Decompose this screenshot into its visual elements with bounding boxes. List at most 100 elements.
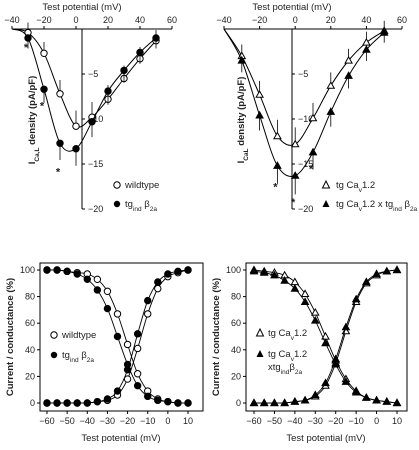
legend-top-left: wildtype tgind β2a: [113, 180, 159, 213]
y-tick-label: 20: [25, 371, 35, 381]
data-point-inactivation-1-1: [53, 266, 61, 274]
data-point-activation-1-9: [341, 322, 351, 331]
legend-marker-tg-cav12-x-tg-d: [256, 350, 264, 357]
data-point-0-3: [56, 90, 64, 98]
legend-label-tg-ind-b2a: tgind β2a: [125, 199, 157, 213]
data-point-inactivation-0-6: [103, 287, 112, 295]
data-point-inactivation-1-13: [174, 399, 182, 407]
x-tick-label: −30: [308, 416, 323, 426]
legend-marker-tg-cav12-d: [255, 327, 265, 337]
data-point-1-1: [24, 34, 32, 42]
y-tick-label: 60: [231, 318, 241, 328]
y-tick-labels-top-left: −5 −10 −15 −20: [82, 69, 103, 214]
xlabel-top-left: Test potential (mV): [42, 2, 121, 13]
x-tick-label: 0: [293, 15, 298, 25]
x-tick-label: −20: [36, 15, 51, 25]
data-point-inactivation-1-4: [83, 275, 91, 284]
data-point-inactivation-1-7: [321, 338, 330, 347]
data-point-activation-1-2: [63, 399, 71, 407]
x-tick-label: 20: [103, 15, 113, 25]
significance-asterisk: *: [309, 164, 314, 176]
legend-marker-tg-cav12-x-tg-ind-b2a: [322, 200, 330, 207]
data-point-1-4: [72, 145, 80, 153]
data-point-inactivation-0-5: [93, 275, 102, 284]
series-top-right: * * *: [223, 20, 389, 209]
legend-marker-tg-ind-b2a-c: [50, 351, 58, 359]
ylabel-top-right: ICaL density (pA/pF): [236, 77, 250, 164]
y-tick-label: 60: [25, 318, 35, 328]
data-point-activation-1-14: [184, 266, 192, 274]
data-point-inactivation-0-4: [290, 277, 300, 286]
data-point-inactivation-1-5: [93, 286, 102, 294]
x-tick-label: −20: [252, 15, 267, 25]
legend-label-tg-cav12-x-tg-d-line2: xtgindβ2a: [268, 362, 302, 376]
data-point-0-4: [72, 122, 80, 130]
panel-top-right-iv: Test potential (mV) −40 −20 0 20 40 60 −5 −10 −…: [216, 2, 417, 214]
series-bottom-right: [249, 265, 402, 407]
data-point-1-6: [326, 107, 336, 115]
data-point-inactivation-0-9: [133, 370, 142, 378]
data-point-activation-1-4: [290, 397, 300, 405]
ylabel-bottom-left: Current / conductance (%): [5, 278, 16, 396]
xlabel-bottom-right: Test potential (mV): [286, 433, 365, 444]
series-line-0: [11, 28, 157, 128]
data-point-inactivation-1-9: [341, 377, 351, 385]
legend-label-tg-cav12-d: tg Cav1.2: [268, 328, 307, 342]
data-point-activation-0-10: [144, 310, 152, 318]
legend-label-wildtype-c: wildtype: [61, 330, 96, 341]
data-point-inactivation-1-7: [113, 332, 122, 341]
series-line-0: [223, 28, 385, 146]
significance-asterisk: *: [56, 166, 61, 178]
frame-bottom-left: [39, 262, 204, 412]
data-point-1-2: [255, 110, 264, 119]
legend-bottom-right: tg Cav1.2 tg Cav1.2 xtgindβ2a: [255, 327, 307, 376]
x-tick-label: −40: [216, 15, 231, 25]
legend-label-tg-ind-b2a-c: tgind β2a: [62, 350, 94, 364]
data-point-1-5: [88, 118, 96, 126]
data-point-inactivation-1-0: [43, 266, 51, 274]
data-point-1-1: [237, 55, 247, 64]
ylabel-top-left: ICa,L density (pA/pF): [27, 76, 41, 165]
x-tick-label: −40: [287, 416, 302, 426]
y-tick-label: 80: [25, 292, 35, 302]
legend-bottom-left: wildtype tgind β2a: [50, 330, 96, 364]
data-point-inactivation-0-6: [310, 307, 320, 316]
significance-asterisk: *: [24, 42, 29, 54]
data-point-activation-1-7: [321, 378, 330, 387]
data-point-activation-1-6: [310, 390, 320, 399]
data-point-1-3: [273, 161, 282, 169]
xlabel-bottom-left: Test potential (mV): [81, 433, 160, 444]
data-point-0-8: [362, 37, 371, 46]
data-point-activation-1-0: [249, 398, 259, 407]
data-point-inactivation-0-5: [300, 289, 310, 298]
legend-top-right: tg Cav1.2 tg Cav1.2 x tgind β2a: [321, 179, 418, 213]
y-tick-label: −10: [88, 114, 103, 124]
x-tick-label: −40: [4, 15, 19, 25]
x-tick-label: −50: [267, 416, 282, 426]
ylabel-bottom-right: Current / conductance (%): [211, 278, 222, 396]
data-point-1-2: [40, 85, 48, 94]
x-tick-label: 0: [165, 416, 170, 426]
data-point-activation-1-13: [382, 266, 392, 275]
x-tick-label: −20: [328, 416, 343, 426]
frame-bottom-right: [245, 262, 408, 412]
data-point-1-6: [104, 87, 112, 95]
data-point-1-8: [136, 48, 144, 57]
data-point-inactivation-1-2: [63, 267, 71, 276]
data-point-activation-1-1: [53, 399, 61, 407]
data-point-inactivation-1-9: [133, 382, 142, 390]
y-tick-label: −5: [88, 69, 98, 79]
x-tick-label: −60: [246, 416, 261, 426]
x-tick-label: 0: [73, 15, 78, 25]
significance-asterisk: *: [40, 101, 45, 113]
data-point-0-4: [290, 139, 300, 148]
data-point-activation-1-3: [280, 398, 289, 407]
legend-marker-tg-cav12: [321, 179, 331, 189]
data-point-inactivation-1-10: [351, 387, 361, 396]
data-point-activation-1-11: [362, 277, 371, 286]
data-point-activation-1-12: [164, 270, 172, 278]
y-tick-label: 40: [25, 345, 35, 355]
